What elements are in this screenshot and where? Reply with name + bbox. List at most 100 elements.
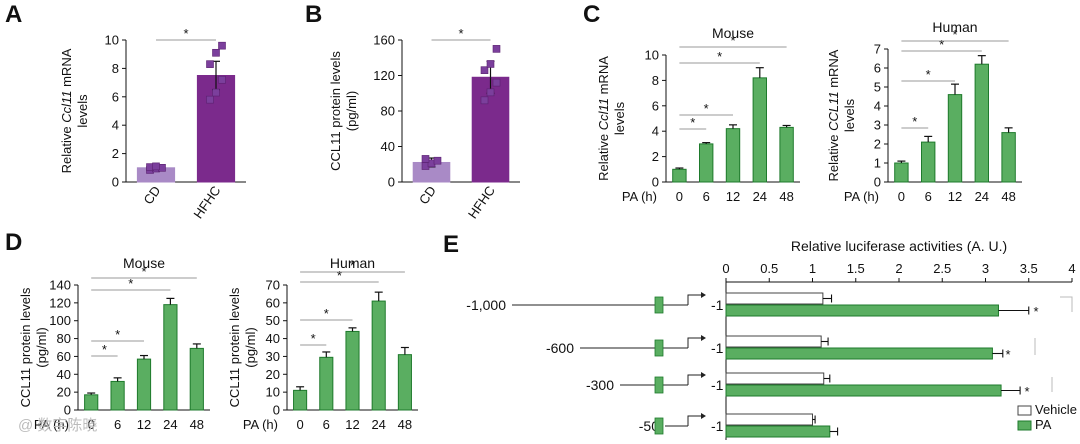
y-axis-label-part: mRNA — [596, 56, 611, 98]
x-tick-label: 6 — [925, 189, 932, 204]
x-tick-label: 24 — [753, 189, 767, 204]
chart-title: Mouse — [123, 255, 165, 271]
bar-pa — [725, 384, 1002, 397]
bar — [1001, 132, 1016, 183]
bar-vehicle — [725, 413, 813, 426]
y-axis-label: CCL11 protein levels — [227, 287, 242, 407]
data-point — [492, 45, 501, 53]
y-axis-label-part: Ccl11 — [596, 98, 611, 130]
y-axis-label-part: Relative — [596, 130, 611, 181]
bar-pa — [725, 425, 831, 438]
x-tick-label: 1.5 — [847, 261, 865, 276]
significance-star: * — [311, 331, 316, 346]
bar — [110, 380, 125, 411]
y-tick-label: 70 — [266, 278, 280, 293]
y-tick-label: 6 — [112, 89, 119, 104]
regulatory-element — [654, 417, 664, 435]
significance-star: * — [1024, 384, 1029, 399]
construct-label: -600 — [546, 340, 574, 356]
y-tick-label: 10 — [645, 48, 659, 63]
panel-label-b: B — [305, 1, 322, 28]
bar-vehicle — [725, 335, 822, 348]
x-tick-label: 24 — [163, 417, 177, 432]
legend-label-vehicle: Vehicle — [1035, 402, 1077, 417]
x-tick-label: HFHC — [190, 183, 223, 221]
x-tick-label: 2.5 — [933, 261, 951, 276]
legend-label-pa: PA — [1035, 417, 1052, 432]
x-tick-label: 48 — [779, 189, 793, 204]
significance-star: * — [324, 306, 329, 321]
bar — [371, 300, 386, 411]
y-tick-label: 30 — [266, 349, 280, 364]
y-tick-label: 4 — [652, 124, 659, 139]
significance-star: * — [102, 342, 107, 357]
y-axis-label: CCL11 protein levels — [328, 51, 343, 171]
significance-star: * — [704, 101, 709, 116]
y-tick-label: 0 — [652, 175, 659, 190]
y-tick-label: 80 — [381, 104, 395, 119]
y-axis-label: Relative Ccl11 mRNA — [596, 56, 611, 181]
bar — [921, 141, 936, 183]
x-axis-label: PA (h) — [243, 417, 278, 432]
y-axis-label-line2: levels — [612, 101, 627, 135]
y-tick-label: 3 — [874, 118, 881, 133]
x-tick-label: HFHC — [465, 183, 498, 221]
y-tick-label: 0 — [388, 175, 395, 190]
y-axis-label-line2: (pg/ml) — [344, 91, 359, 131]
bar — [974, 63, 989, 183]
y-tick-label: 5 — [874, 80, 881, 95]
x-tick-label: 0 — [722, 261, 729, 276]
x-tick-label: 6 — [323, 417, 330, 432]
y-tick-label: 10 — [266, 385, 280, 400]
x-tick-label: 4 — [1068, 261, 1075, 276]
bar — [894, 162, 909, 183]
y-axis-label-part: Ccl11 — [59, 91, 74, 123]
y-tick-label: 8 — [112, 61, 119, 76]
significance-star: * — [690, 115, 695, 130]
bar — [293, 389, 308, 411]
significance-star: * — [183, 26, 188, 41]
data-point — [218, 41, 226, 50]
x-tick-label: 0 — [676, 189, 683, 204]
construct-end-label: -1 — [711, 418, 724, 434]
data-point — [480, 96, 489, 105]
construct-label: -300 — [586, 377, 614, 393]
y-axis-label-part: mRNA — [59, 48, 74, 90]
x-tick-label: 2 — [895, 261, 902, 276]
bar — [319, 356, 334, 411]
y-axis-label: Relative Ccl11 mRNA — [59, 48, 74, 173]
x-tick-label: 48 — [398, 417, 412, 432]
significance-star: * — [912, 114, 917, 129]
y-tick-label: 40 — [266, 331, 280, 346]
panel-label-c: C — [583, 1, 600, 28]
bar — [672, 168, 687, 183]
construct-end-label: -1 — [711, 377, 724, 393]
bar — [84, 394, 99, 411]
chart-d-mouse: Mouse 0 20 40 60 80 100 120 140 0 6 12 24 48 PA (h) * * *… — [18, 255, 210, 432]
bar — [779, 126, 794, 183]
y-tick-label: 2 — [652, 149, 659, 164]
regulatory-element — [654, 376, 664, 394]
bar-vehicle — [725, 372, 825, 385]
panel-label-a: A — [5, 1, 22, 28]
bar-pa — [725, 347, 993, 360]
regulatory-element — [654, 296, 664, 314]
y-tick-label: 40 — [57, 367, 71, 382]
significance-star: * — [939, 37, 944, 52]
y-axis-label-part: CCL11 — [826, 91, 841, 131]
y-axis-label-line2: (pg/ml) — [243, 327, 258, 367]
chart-d-human: Human 0 10 20 30 40 50 60 70 0 6 12 24 48 PA (h) * * * * CC… — [227, 255, 418, 432]
y-tick-label: 2 — [112, 146, 119, 161]
y-tick-label: 7 — [874, 42, 881, 57]
chart-title: Mouse — [712, 25, 754, 41]
chart-title: Human — [932, 19, 977, 35]
y-axis-label-line2: levels — [842, 98, 857, 132]
y-tick-label: 160 — [373, 33, 395, 48]
y-axis-label: Relative CCL11 mRNA — [826, 49, 841, 181]
construct-end-label: -1 — [711, 297, 724, 313]
bar — [752, 77, 767, 183]
bar — [397, 354, 412, 411]
